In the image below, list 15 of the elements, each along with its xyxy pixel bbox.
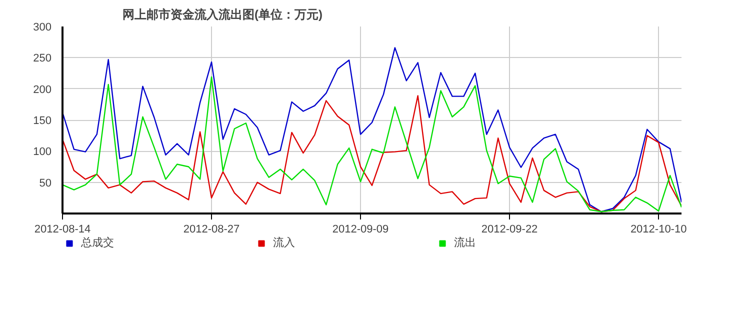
x-tick-label: 2012-08-14 (34, 224, 91, 236)
chart-title: 网上邮市资金流入流出图(单位：万元) (122, 8, 322, 22)
y-tick-label: 300 (33, 22, 52, 34)
x-tick-label: 2012-08-27 (183, 224, 240, 236)
x-tick-label: 2012-09-09 (332, 224, 389, 236)
y-tick-label: 100 (33, 146, 52, 158)
x-tick-label: 2012-10-10 (630, 224, 687, 236)
y-tick-label: 50 (39, 177, 52, 190)
y-tick-label: 150 (33, 115, 52, 127)
legend-label: 流出 (454, 235, 476, 250)
legend-label: 总成交 (81, 235, 114, 250)
legend-label: 流入 (273, 235, 295, 250)
y-tick-label: 200 (33, 84, 52, 96)
y-tick-label: 250 (33, 52, 52, 65)
x-tick-label: 2012-09-22 (481, 224, 538, 236)
